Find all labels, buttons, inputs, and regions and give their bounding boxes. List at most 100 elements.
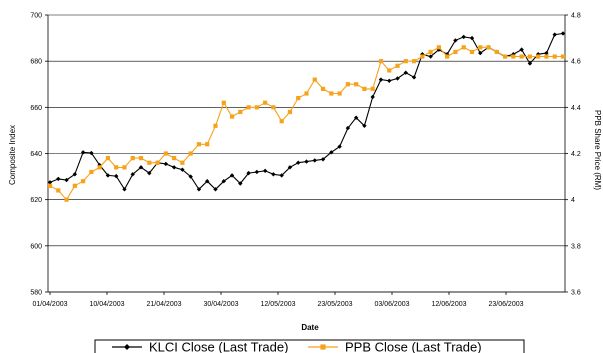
data-point	[171, 165, 177, 170]
x-tick-label: 21/04/2003	[146, 301, 181, 308]
data-point	[254, 105, 259, 110]
data-point	[395, 63, 400, 68]
gridlines	[48, 14, 565, 293]
data-point	[354, 82, 359, 87]
data-point	[420, 54, 425, 59]
x-tick-label: 30/04/2003	[203, 301, 238, 308]
series-line	[49, 32, 564, 191]
data-point	[56, 188, 61, 193]
data-point	[238, 181, 243, 186]
data-point	[56, 176, 61, 182]
data-point	[105, 156, 111, 161]
data-point	[511, 54, 516, 59]
data-point	[229, 114, 235, 119]
data-point	[337, 91, 342, 96]
data-point	[536, 54, 541, 59]
data-point	[370, 86, 375, 91]
data-point	[271, 105, 276, 110]
data-point	[72, 172, 78, 177]
data-point	[147, 170, 152, 176]
x-tick-label: 12/06/2003	[431, 301, 466, 308]
data-point	[155, 160, 160, 165]
y-tick-label: 640	[30, 151, 42, 158]
data-point	[163, 151, 168, 156]
data-point	[560, 31, 566, 36]
data-point	[411, 59, 417, 64]
data-point	[147, 160, 152, 165]
data-point	[478, 45, 483, 50]
data-point	[320, 157, 326, 162]
data-point	[221, 100, 226, 105]
data-point	[395, 76, 400, 81]
data-point	[130, 172, 135, 177]
x-axis-title: Date	[301, 323, 319, 332]
y-tick-label: 660	[30, 105, 42, 112]
data-point	[304, 91, 309, 96]
data-point	[345, 125, 351, 131]
x-tick-label: 23/05/2003	[317, 301, 352, 308]
y2-tick-label: 4.2	[571, 151, 581, 158]
y-tick-label: 620	[30, 197, 42, 204]
data-point	[238, 109, 243, 115]
y-axis-title: Composite Index	[8, 125, 17, 185]
data-point	[180, 160, 185, 165]
data-point	[64, 197, 69, 202]
y-tick-label: 600	[30, 243, 42, 250]
data-point	[262, 168, 268, 174]
data-point	[560, 54, 566, 59]
legend-label: PPB Close (Last Trade)	[345, 340, 482, 353]
data-point	[535, 52, 541, 57]
data-point	[469, 35, 475, 41]
data-point	[64, 177, 69, 183]
data-point	[552, 54, 557, 59]
data-point	[246, 105, 251, 110]
data-point	[428, 49, 433, 55]
data-point	[511, 52, 516, 57]
data-point	[72, 183, 77, 188]
data-point	[113, 173, 119, 179]
data-point	[329, 91, 334, 96]
data-point	[80, 179, 86, 184]
data-point	[172, 156, 177, 161]
data-point	[544, 50, 549, 56]
legend-frame	[94, 339, 525, 353]
data-point	[122, 187, 127, 192]
data-point	[519, 54, 524, 59]
legend-item-2: PPB Close (Last Trade)	[308, 340, 482, 353]
data-point	[279, 173, 284, 178]
data-point	[436, 45, 441, 50]
data-point	[544, 54, 549, 59]
axes	[45, 14, 568, 295]
data-point	[461, 45, 466, 50]
data-point	[196, 187, 202, 192]
data-point	[387, 68, 392, 73]
data-point	[213, 187, 218, 192]
data-point	[271, 172, 276, 177]
data-point	[287, 165, 293, 170]
data-point	[370, 94, 375, 100]
data-point	[213, 123, 218, 128]
data-point	[387, 78, 392, 83]
x-tick-label: 12/05/2003	[260, 301, 295, 308]
data-point	[296, 160, 301, 165]
data-point	[304, 159, 309, 164]
data-point	[263, 100, 268, 105]
x-tick-label: 03/06/2003	[374, 301, 409, 308]
y2-tick-label: 3.6	[571, 290, 581, 297]
data-point	[180, 167, 185, 172]
y-tick-label: 700	[30, 13, 42, 20]
data-point	[320, 86, 326, 91]
data-point	[502, 54, 508, 59]
data-point	[205, 179, 210, 184]
data-point	[221, 179, 226, 184]
data-point	[527, 61, 533, 66]
data-point	[403, 70, 408, 75]
data-point	[105, 173, 111, 178]
data-point	[279, 119, 284, 124]
legend-marker	[124, 344, 130, 350]
data-point	[527, 54, 533, 59]
data-point	[378, 77, 384, 82]
data-point	[47, 180, 53, 185]
data-point	[494, 49, 499, 55]
data-point	[205, 142, 210, 147]
